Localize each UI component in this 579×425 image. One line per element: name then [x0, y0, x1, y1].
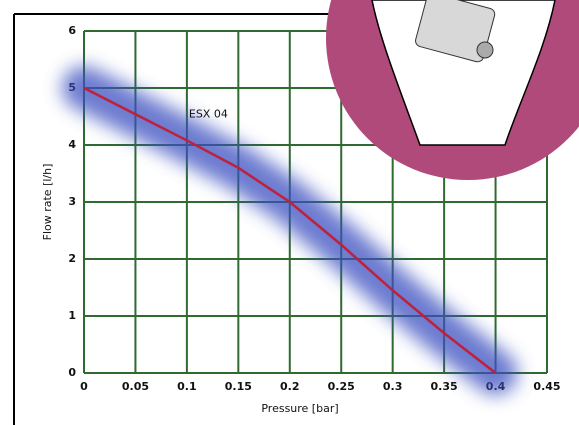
y-tick-label: 4	[68, 138, 76, 151]
x-tick-label: 0.15	[225, 380, 252, 393]
y-tick-label: 0	[68, 366, 76, 379]
annotation: ESX 04	[189, 107, 228, 120]
x-tick-label: 0.05	[122, 380, 149, 393]
y-tick-label: 3	[68, 195, 76, 208]
x-tick-label: 0.35	[431, 380, 458, 393]
y-tick-label: 6	[68, 24, 76, 37]
x-tick-label: 0.2	[280, 380, 300, 393]
x-tick-label: 0.3	[383, 380, 403, 393]
x-tick-label: 0.45	[533, 380, 560, 393]
x-tick-label: 0	[80, 380, 88, 393]
y-axis-label: Flow rate [l/h]	[41, 164, 54, 241]
device-connector	[476, 41, 494, 59]
y-tick-label: 2	[68, 252, 76, 265]
illustration	[326, 0, 579, 180]
x-axis-label: Pressure [bar]	[261, 402, 338, 415]
x-tick-label: 0.25	[328, 380, 355, 393]
device	[415, 0, 496, 63]
x-tick-label: 0.1	[177, 380, 197, 393]
y-tick-label: 1	[68, 309, 76, 322]
line	[83, 86, 497, 374]
